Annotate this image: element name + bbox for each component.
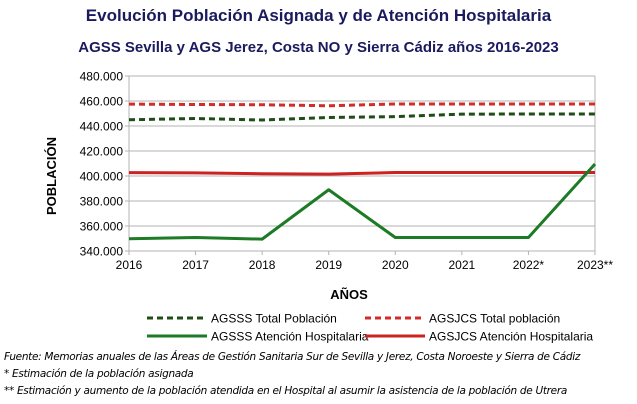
legend-label: AGSJCS Total población xyxy=(429,312,560,326)
utrera-note: ** Estimación y aumento de la población … xyxy=(4,385,567,397)
x-tick-label: 2016 xyxy=(116,258,143,272)
y-tick-label: 440.000 xyxy=(80,120,124,134)
y-tick-label: 340.000 xyxy=(80,245,124,259)
y-tick-label: 460.000 xyxy=(80,95,124,109)
y-tick-labels: 340.000 360.000 380.000 400.000 420.000 440.0… xyxy=(80,70,124,259)
legend-label: AGSSS Total Población xyxy=(211,312,337,326)
gridlines xyxy=(129,75,595,252)
chart-subtitle: AGSS Sevilla y AGS Jerez, Costa NO y Sie… xyxy=(78,39,559,56)
x-tick-label: 2019 xyxy=(315,258,342,272)
footnotes: Fuente: Memorias anuales de las Áreas de… xyxy=(4,349,580,400)
y-tick-label: 480.000 xyxy=(80,70,124,84)
x-tick-label: 2021 xyxy=(449,258,476,272)
line-chart: 340.000 360.000 380.000 400.000 420.000 440.0… xyxy=(44,70,614,344)
chart-title: Evolución Población Asignada y de Atenci… xyxy=(85,6,552,25)
y-axis-label: POBLACIÓN xyxy=(44,137,59,215)
legend-label: AGSJCS Atención Hospitalaria xyxy=(429,330,593,344)
series-agsss-atenci-n-hospitalaria xyxy=(128,162,597,241)
axes xyxy=(125,75,596,255)
legend-label: AGSSS Atención Hospitalaria xyxy=(211,330,369,344)
legend: AGSSS Total Población AGSSS Atención Hosp… xyxy=(147,312,593,344)
y-tick-label: 400.000 xyxy=(80,170,124,184)
series-agsss-total-poblaci-n xyxy=(128,112,595,122)
series-lines xyxy=(128,102,597,241)
x-tick-label: 2017 xyxy=(182,258,209,272)
x-axis-label: AÑOS xyxy=(330,287,368,302)
y-tick-label: 360.000 xyxy=(80,220,124,234)
series-agsjcs-atenci-n-hospitalaria xyxy=(128,171,595,176)
y-tick-label: 380.000 xyxy=(80,195,124,209)
x-tick-label: 2023** xyxy=(577,258,613,272)
estimate-note: * Estimación de la población asignada xyxy=(4,368,194,380)
x-tick-label: 2020 xyxy=(382,258,409,272)
x-tick-label: 2018 xyxy=(249,258,276,272)
y-tick-label: 420.000 xyxy=(80,145,124,159)
source-note: Fuente: Memorias anuales de las Áreas de… xyxy=(4,351,581,363)
x-tick-labels: 2016 2017 2018 2019 2020 2021 2022* 2023** xyxy=(116,258,614,272)
series-agsjcs-total-poblaci-n xyxy=(128,102,595,108)
x-tick-label: 2022* xyxy=(513,258,545,272)
